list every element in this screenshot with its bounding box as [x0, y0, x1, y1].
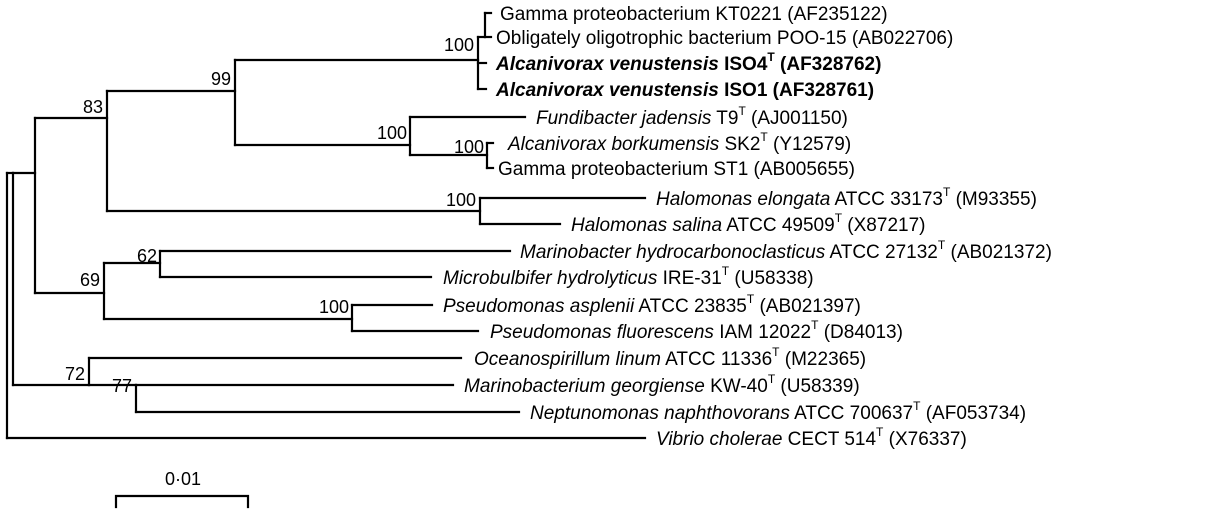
taxon-label-t7: Gamma proteobacterium ST1 (AB005655) — [498, 159, 855, 180]
bootstrap-label-n77: 77 — [112, 376, 132, 396]
taxon-label-part: T — [913, 399, 921, 413]
bootstrap-label-n83: 83 — [83, 97, 103, 117]
taxon-label-part: Gamma proteobacterium KT0221 (AF235122) — [500, 4, 888, 25]
taxon-label-part: T — [811, 318, 819, 332]
taxon-label-part: (AB021372) — [945, 242, 1052, 263]
taxon-labels: Gamma proteobacterium KT0221 (AF235122) … — [443, 4, 1052, 450]
taxon-label-part: (AF053734) — [920, 403, 1026, 424]
taxon-label-part: Halomonas salina — [571, 215, 722, 236]
taxon-label-t1: Gamma proteobacterium KT0221 (AF235122) — [500, 4, 888, 25]
taxon-label-part: ISO1 (AF328761) — [719, 80, 874, 101]
taxon-label-part: ATCC 23835 — [634, 296, 747, 317]
taxon-label-t6: Alcanivorax borkumensis SK2T (Y12579) — [507, 130, 851, 155]
taxon-label-part: Alcanivorax venustensis — [495, 80, 719, 101]
taxon-label-t13: Pseudomonas fluorescens IAM 12022T (D840… — [490, 318, 903, 343]
taxon-label-t10: Marinobacter hydrocarbonoclasticus ATCC … — [520, 238, 1052, 263]
taxon-label-part: (AB021397) — [754, 296, 861, 317]
taxon-label-part: T — [767, 50, 775, 64]
taxon-label-part: SK2 — [719, 134, 760, 155]
taxon-label-part: Gamma proteobacterium ST1 (AB005655) — [498, 159, 855, 180]
taxon-label-part: Halomonas elongata — [656, 189, 830, 210]
bootstrap-label-n99: 99 — [211, 69, 231, 89]
taxon-label-part: (AJ001150) — [746, 108, 848, 129]
taxon-label-part: T9 — [711, 108, 738, 129]
bootstrap-label-n100d: 100 — [454, 137, 484, 157]
taxon-label-part: ATCC 33173 — [830, 189, 943, 210]
taxon-label-part: ISO4 — [719, 54, 768, 75]
bootstrap-label-n100b: 100 — [377, 123, 407, 143]
bootstrap-label-n72: 72 — [65, 364, 85, 384]
tree-branches — [5, 11, 647, 440]
taxon-label-part: T — [938, 238, 946, 252]
taxon-label-part: (X87217) — [842, 215, 925, 236]
taxon-label-part: T — [738, 104, 746, 118]
scale-bar-label: 0·01 — [165, 469, 201, 489]
taxon-label-part: (AF328762) — [775, 54, 882, 75]
bootstrap-label-n62: 62 — [137, 246, 157, 266]
taxon-label-part: IRE-31 — [657, 268, 721, 289]
taxon-label-part: T — [768, 372, 776, 386]
taxon-label-part: Alcanivorax venustensis — [495, 54, 719, 75]
taxon-label-t4: Alcanivorax venustensis ISO1 (AF328761) — [495, 80, 874, 101]
taxon-label-part: T — [835, 211, 843, 225]
taxon-label-part: ATCC 49509 — [722, 215, 835, 236]
taxon-label-part: Marinobacter hydrocarbonoclasticus — [520, 242, 826, 263]
taxon-label-t5: Fundibacter jadensis T9T (AJ001150) — [536, 104, 848, 129]
taxon-label-part: T — [747, 292, 755, 306]
taxon-label-part: (M22365) — [780, 349, 867, 370]
taxon-label-t11: Microbulbifer hydrolyticus IRE-31T (U583… — [443, 264, 814, 289]
taxon-label-t16: Neptunomonas naphthovorans ATCC 700637T … — [530, 399, 1026, 424]
taxon-label-part: (Y12579) — [768, 134, 851, 155]
taxon-label-t8: Halomonas elongata ATCC 33173T (M93355) — [656, 185, 1037, 210]
taxon-label-part: (X76337) — [883, 429, 966, 450]
bootstrap-label-n69: 69 — [80, 270, 100, 290]
taxon-label-part: CECT 514 — [782, 429, 876, 450]
taxon-label-part: T — [772, 345, 780, 359]
taxon-label-part: Marinobacterium georgiense — [464, 376, 705, 397]
taxon-label-part: Vibrio cholerae — [656, 429, 782, 450]
bootstrap-label-n100a: 100 — [444, 35, 474, 55]
taxon-label-t3: Alcanivorax venustensis ISO4T (AF328762) — [495, 50, 881, 75]
taxon-label-part: Obligately oligotrophic bacterium POO-15… — [496, 28, 953, 49]
taxon-label-part: Pseudomonas asplenii — [443, 296, 635, 317]
taxon-label-t15: Marinobacterium georgiense KW-40T (U5833… — [464, 372, 860, 397]
taxon-label-part: Neptunomonas naphthovorans — [530, 403, 790, 424]
taxon-label-part: Microbulbifer hydrolyticus — [443, 268, 658, 289]
taxon-label-part: T — [760, 130, 768, 144]
taxon-label-part: KW-40 — [705, 376, 768, 397]
taxon-label-part: Pseudomonas fluorescens — [490, 322, 714, 343]
taxon-label-part: (U58338) — [729, 268, 814, 289]
bootstrap-values: 100 99 83 100 100 100 62 69 100 72 77 — [65, 35, 484, 396]
taxon-label-part: Alcanivorax borkumensis — [507, 134, 720, 155]
taxon-label-t14: Oceanospirillum linum ATCC 11336T (M2236… — [474, 345, 866, 370]
scale-bar: 0·01 — [114, 469, 250, 509]
taxon-label-part: Oceanospirillum linum — [474, 349, 661, 370]
taxon-label-part: T — [943, 185, 951, 199]
taxon-label-part: T — [876, 425, 884, 439]
taxon-label-part: Fundibacter jadensis — [536, 108, 712, 129]
taxon-label-part: ATCC 700637 — [790, 403, 913, 424]
taxon-label-part: (D84013) — [818, 322, 903, 343]
taxon-label-part: T — [722, 264, 730, 278]
scale-bar-line — [114, 494, 250, 509]
taxon-label-part: ATCC 11336 — [661, 349, 772, 370]
taxon-label-t2: Obligately oligotrophic bacterium POO-15… — [496, 28, 953, 49]
taxon-label-t9: Halomonas salina ATCC 49509T (X87217) — [571, 211, 925, 236]
taxon-label-part: ATCC 27132 — [825, 242, 938, 263]
taxon-label-t17: Vibrio cholerae CECT 514T (X76337) — [656, 425, 967, 450]
taxon-label-t12: Pseudomonas asplenii ATCC 23835T (AB0213… — [443, 292, 861, 317]
taxon-label-part: (M93355) — [950, 189, 1037, 210]
taxon-label-part: IAM 12022 — [714, 322, 811, 343]
taxon-label-part: (U58339) — [775, 376, 860, 397]
bootstrap-label-n100e: 100 — [319, 297, 349, 317]
bootstrap-label-n100c: 100 — [446, 190, 476, 210]
